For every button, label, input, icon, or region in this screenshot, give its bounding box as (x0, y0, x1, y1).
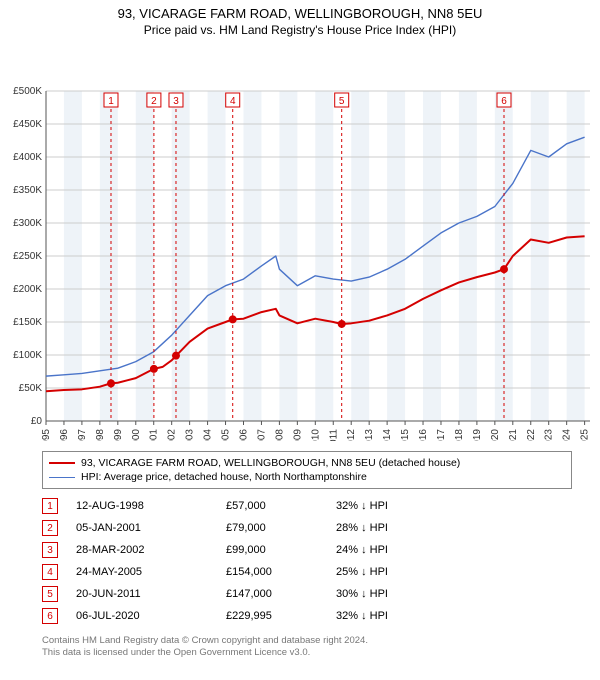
sale-diff: 32% ↓ HPI (336, 610, 456, 622)
legend-swatch (49, 462, 75, 464)
svg-text:2000: 2000 (131, 429, 142, 441)
svg-text:£500K: £500K (13, 86, 42, 97)
svg-text:1997: 1997 (77, 429, 88, 441)
svg-text:2: 2 (151, 96, 157, 107)
svg-text:£400K: £400K (13, 152, 42, 163)
sale-price: £99,000 (226, 544, 336, 556)
svg-text:2012: 2012 (346, 429, 357, 441)
svg-text:2003: 2003 (185, 429, 196, 441)
svg-text:3: 3 (173, 96, 179, 107)
sale-diff: 24% ↓ HPI (336, 544, 456, 556)
chart-title-line2: Price paid vs. HM Land Registry's House … (0, 21, 600, 41)
svg-text:£300K: £300K (13, 218, 42, 229)
svg-text:£350K: £350K (13, 185, 42, 196)
svg-text:2017: 2017 (436, 429, 447, 441)
svg-text:2007: 2007 (256, 429, 267, 441)
svg-text:2020: 2020 (490, 429, 501, 441)
svg-text:2018: 2018 (454, 429, 465, 441)
legend-label: HPI: Average price, detached house, Nort… (81, 471, 367, 483)
footer-line1: Contains HM Land Registry data © Crown c… (42, 635, 600, 647)
svg-text:2004: 2004 (203, 429, 214, 441)
svg-text:2002: 2002 (167, 429, 178, 441)
svg-text:2008: 2008 (274, 429, 285, 441)
svg-text:2016: 2016 (418, 429, 429, 441)
page: 93, VICARAGE FARM ROAD, WELLINGBOROUGH, … (0, 0, 600, 680)
svg-text:£200K: £200K (13, 284, 42, 295)
legend-item: 93, VICARAGE FARM ROAD, WELLINGBOROUGH, … (49, 456, 565, 470)
svg-text:2015: 2015 (400, 429, 411, 441)
sale-date: 05-JAN-2001 (76, 522, 226, 534)
sale-marker-box: 2 (42, 520, 58, 536)
sale-row: 6 06-JUL-2020£229,99532% ↓ HPI (42, 605, 600, 627)
svg-text:2025: 2025 (580, 429, 591, 441)
sale-row: 5 20-JUN-2011£147,00030% ↓ HPI (42, 583, 600, 605)
sale-marker-box: 6 (42, 608, 58, 624)
sale-date: 24-MAY-2005 (76, 566, 226, 578)
sale-price: £57,000 (226, 500, 336, 512)
sale-price: £229,995 (226, 610, 336, 622)
svg-text:2013: 2013 (364, 429, 375, 441)
svg-text:2011: 2011 (328, 429, 339, 441)
sale-diff: 28% ↓ HPI (336, 522, 456, 534)
legend-item: HPI: Average price, detached house, Nort… (49, 470, 565, 484)
sale-price: £154,000 (226, 566, 336, 578)
svg-text:2010: 2010 (310, 429, 321, 441)
legend: 93, VICARAGE FARM ROAD, WELLINGBOROUGH, … (42, 451, 572, 489)
sales-table: 112-AUG-1998£57,00032% ↓ HPI205-JAN-2001… (42, 495, 600, 627)
svg-text:2009: 2009 (292, 429, 303, 441)
svg-text:2023: 2023 (544, 429, 555, 441)
sale-date: 12-AUG-1998 (76, 500, 226, 512)
svg-text:1995: 1995 (41, 429, 52, 441)
svg-text:1999: 1999 (113, 429, 124, 441)
svg-text:2024: 2024 (562, 429, 573, 441)
legend-swatch (49, 477, 75, 478)
svg-text:£100K: £100K (13, 350, 42, 361)
sale-diff: 30% ↓ HPI (336, 588, 456, 600)
svg-text:2001: 2001 (149, 429, 160, 441)
svg-text:£50K: £50K (19, 383, 43, 394)
sale-date: 20-JUN-2011 (76, 588, 226, 600)
svg-text:2005: 2005 (221, 429, 232, 441)
svg-text:1996: 1996 (59, 429, 70, 441)
legend-label: 93, VICARAGE FARM ROAD, WELLINGBOROUGH, … (81, 457, 460, 469)
sale-price: £79,000 (226, 522, 336, 534)
svg-text:2022: 2022 (526, 429, 537, 441)
svg-text:6: 6 (501, 96, 507, 107)
svg-text:£450K: £450K (13, 119, 42, 130)
svg-text:£0: £0 (31, 416, 43, 427)
svg-text:1998: 1998 (95, 429, 106, 441)
svg-text:£250K: £250K (13, 251, 42, 262)
svg-text:4: 4 (230, 96, 236, 107)
chart-area: £0 £50K £100K £150K £200K £250K £300K £350K £400… (0, 41, 600, 441)
svg-text:2021: 2021 (508, 429, 519, 441)
chart-title-line1: 93, VICARAGE FARM ROAD, WELLINGBOROUGH, … (0, 0, 600, 21)
sale-marker-box: 3 (42, 542, 58, 558)
svg-text:2019: 2019 (472, 429, 483, 441)
sale-date: 28-MAR-2002 (76, 544, 226, 556)
svg-text:2014: 2014 (382, 429, 393, 441)
sale-row: 3 28-MAR-2002£99,00024% ↓ HPI (42, 539, 600, 561)
line-chart: £0 £50K £100K £150K £200K £250K £300K £350K £400… (0, 41, 600, 441)
footer-attribution: Contains HM Land Registry data © Crown c… (42, 635, 600, 660)
svg-text:5: 5 (339, 96, 345, 107)
sale-diff: 25% ↓ HPI (336, 566, 456, 578)
sale-diff: 32% ↓ HPI (336, 500, 456, 512)
footer-line2: This data is licensed under the Open Gov… (42, 647, 600, 659)
sale-marker-box: 5 (42, 586, 58, 602)
sale-row: 2 05-JAN-2001£79,00028% ↓ HPI (42, 517, 600, 539)
svg-text:1: 1 (108, 96, 114, 107)
svg-text:£150K: £150K (13, 317, 42, 328)
sale-price: £147,000 (226, 588, 336, 600)
svg-text:2006: 2006 (238, 429, 249, 441)
sale-row: 1 12-AUG-1998£57,00032% ↓ HPI (42, 495, 600, 517)
sale-date: 06-JUL-2020 (76, 610, 226, 622)
sale-marker-box: 1 (42, 498, 58, 514)
sale-marker-box: 4 (42, 564, 58, 580)
sale-row: 4 24-MAY-2005£154,00025% ↓ HPI (42, 561, 600, 583)
